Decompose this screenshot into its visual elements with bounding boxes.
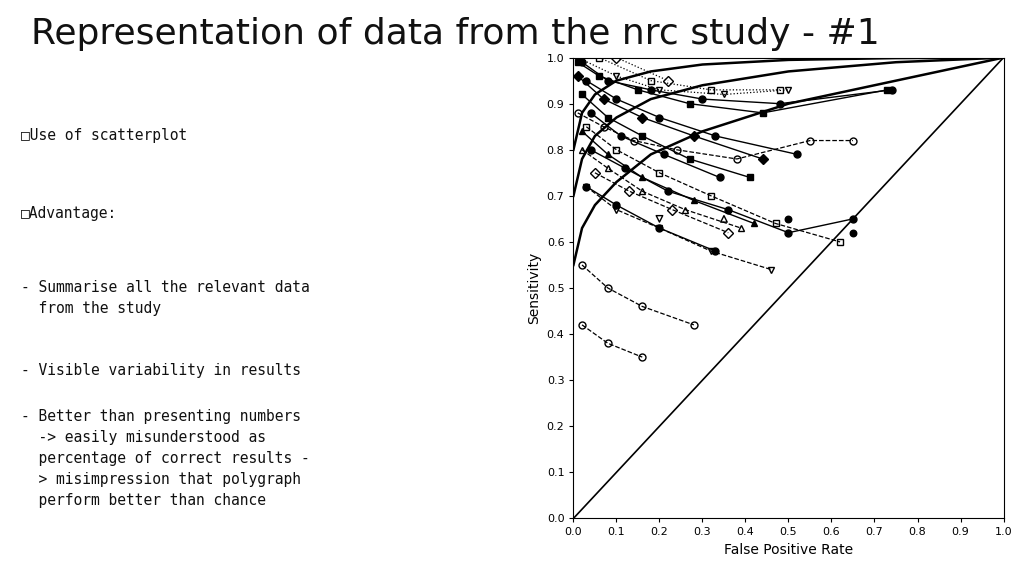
Text: - Visible variability in results: - Visible variability in results [20,363,301,378]
Point [845,228,861,237]
X-axis label: False Positive Rate: False Positive Rate [724,543,853,557]
Text: □Use of scatterplot: □Use of scatterplot [20,128,187,143]
Text: Representation of data from the nrc study - #1: Representation of data from the nrc stud… [31,17,880,51]
Text: - Better than presenting numbers
  -> easily misunderstood as
  percentage of co: - Better than presenting numbers -> easi… [20,409,309,508]
Text: - Summarise all the relevant data
  from the study: - Summarise all the relevant data from t… [20,280,309,316]
Point [716,214,732,223]
Y-axis label: Sensitivity: Sensitivity [527,252,541,324]
Text: □Advantage:: □Advantage: [20,206,117,221]
Point [651,214,668,223]
Point [780,214,797,223]
